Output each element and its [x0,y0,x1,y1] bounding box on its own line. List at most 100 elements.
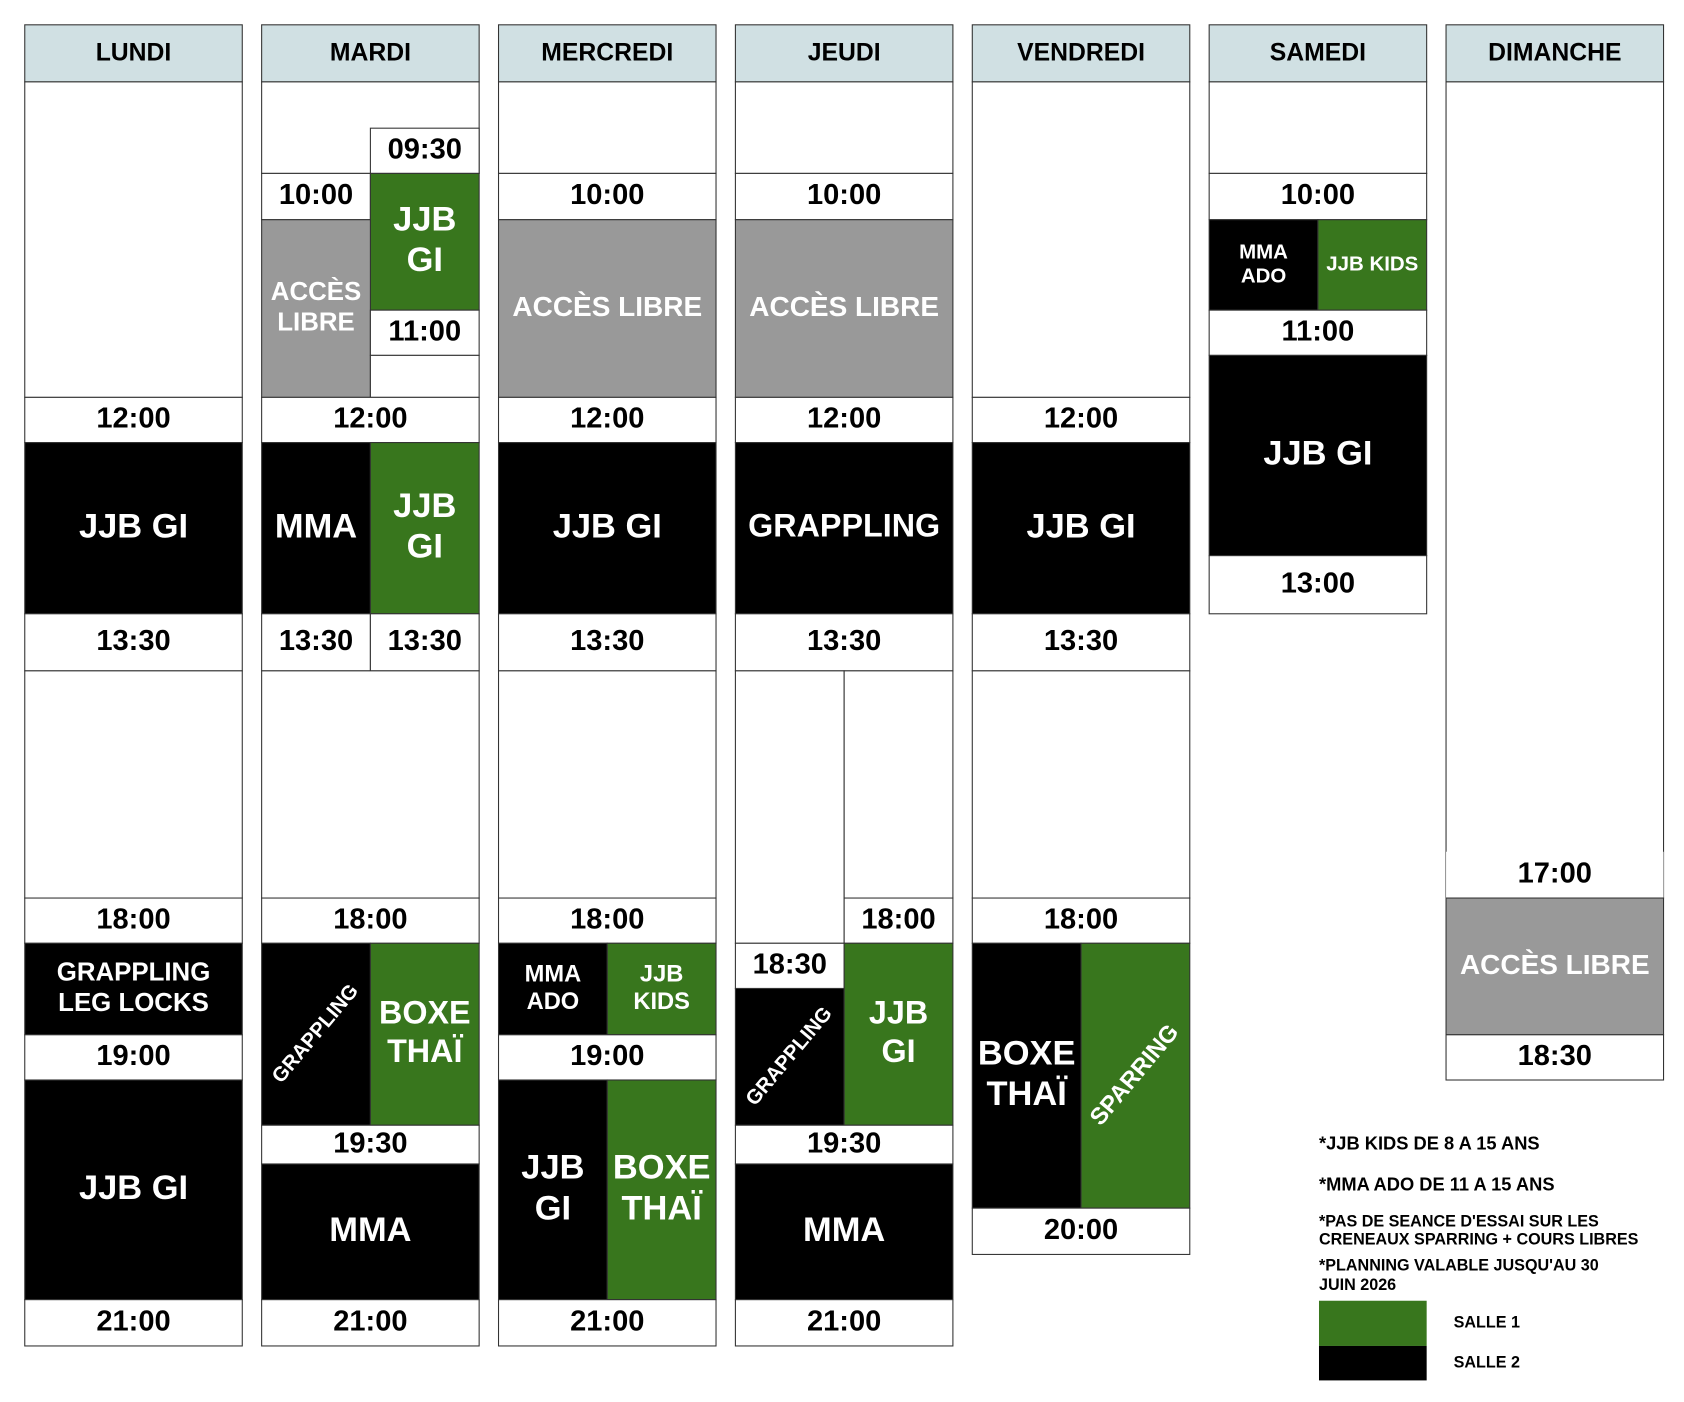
day-name: SAMEDI [1270,39,1366,66]
class-block [369,442,480,615]
time-label: 11:00 [388,315,461,347]
day-header [971,24,1191,83]
time-label: 19:00 [570,1040,644,1072]
day-name: MERCREDI [541,39,673,66]
time-cell [24,81,243,398]
class-label: GI [881,1033,915,1069]
time-label: 10:00 [570,179,644,211]
class-label: JJB [521,1149,584,1187]
class-label: JJB [640,961,683,987]
note: *PAS DE SEANCE D'ESSAI SUR LES [1319,1212,1599,1230]
class-block [24,442,243,615]
class-block [734,987,845,1126]
time-cell [261,897,480,944]
class-block [606,942,717,1036]
time-label: 21:00 [333,1305,407,1337]
time-label: 18:00 [96,903,170,935]
time-cell [24,1299,243,1347]
legend-label: SALLE 2 [1454,1353,1520,1371]
time-label: 18:00 [1044,903,1118,935]
class-label: ADO [527,989,580,1015]
time-cell [971,396,1191,444]
class-label: JJB GI [1026,507,1135,545]
time-cell [1445,1034,1665,1081]
time-label: 10:00 [807,179,881,211]
note: *PLANNING VALABLE JUSQU'AU 30 [1319,1257,1599,1275]
time-cell [1446,851,1664,899]
note: CRENEAUX SPARRING + COURS LIBRES [1319,1231,1639,1249]
time-label: 11:00 [1282,315,1355,347]
class-label: ACCÈS [271,277,361,306]
time-label: 10:00 [1281,179,1355,211]
class-label: JJB [393,201,456,239]
time-cell [24,396,243,444]
time-cell [971,81,1191,398]
day-header [734,24,954,83]
legend-swatch [1318,1345,1427,1381]
day-name: LUNDI [96,39,172,66]
class-block [843,942,954,1126]
time-cell [1208,309,1428,356]
class-block [734,1163,954,1301]
time-label: 21:00 [96,1305,170,1337]
class-label: JJB [393,487,456,525]
time-cell [971,670,1191,899]
class-block [734,442,954,615]
time-cell [1445,81,1665,899]
time-cell [971,613,1191,672]
time-cell [261,613,371,672]
time-cell [734,613,954,672]
time-cell [734,81,954,174]
day-name: VENDREDI [1017,39,1145,66]
note: JUIN 2026 [1319,1276,1396,1294]
day-header [24,24,243,83]
time-label: 13:30 [96,625,170,657]
class-label: MMA [329,1211,411,1249]
time-label: 17:00 [1518,858,1592,890]
class-block [369,942,480,1126]
note: *MMA ADO DE 11 A 15 ANS [1319,1173,1555,1194]
class-block [1317,219,1428,311]
class-label: MMA [803,1211,885,1249]
class-label: MMA [275,507,357,545]
time-cell [1208,555,1428,615]
time-cell [497,897,717,944]
time-label: 12:00 [1044,403,1118,435]
class-label: GI [407,241,443,279]
class-block [1208,354,1428,557]
time-cell [261,1124,480,1165]
class-block [261,942,371,1126]
class-label: GI [407,528,443,566]
time-cell [734,942,845,990]
time-label: 19:30 [333,1127,407,1159]
time-label: 18:00 [861,903,935,935]
class-block [369,172,480,311]
time-label: 18:00 [570,903,644,935]
time-cell [369,127,480,174]
time-label: 13:30 [1044,625,1118,657]
class-block [497,442,717,615]
class-block [24,942,243,1036]
time-label: 20:00 [1044,1214,1118,1246]
class-label: JJB KIDS [1326,252,1418,275]
time-label: 13:30 [279,625,353,657]
note: *JJB KIDS DE 8 A 15 ANS [1319,1132,1540,1153]
class-label: BOXE [978,1034,1076,1072]
class-label: THAÏ [621,1189,703,1227]
time-label: 18:00 [333,903,407,935]
class-block [497,942,608,1036]
time-cell [843,670,954,899]
class-label: GRAPPLING [748,508,940,544]
class-label: ADO [1241,264,1287,287]
day-name: DIMANCHE [1488,39,1621,66]
time-label: 19:30 [807,1127,881,1159]
time-label: 19:00 [96,1040,170,1072]
day-header [497,24,717,83]
time-cell [971,897,1191,944]
class-block [24,1079,243,1301]
class-block [261,1163,480,1301]
time-label: 12:00 [807,403,881,435]
time-cell [369,354,480,398]
